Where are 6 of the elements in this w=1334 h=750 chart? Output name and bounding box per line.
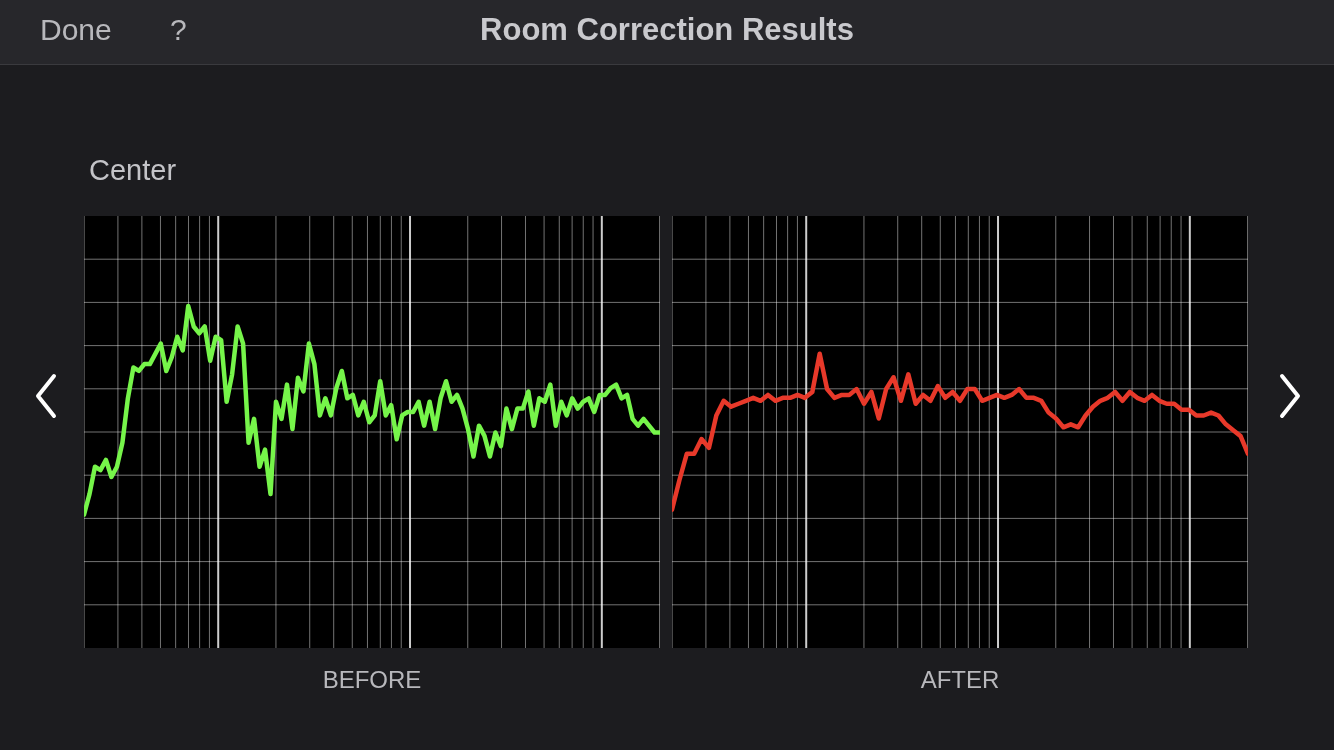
x-axis-title: BEFORE <box>321 666 423 694</box>
chart-title: Room Correction Results <box>480 12 854 47</box>
text: ? <box>170 13 187 47</box>
x-axis-title: AFTER <box>919 666 1001 694</box>
chart-subtitle: Center <box>89 154 177 187</box>
text: Done <box>40 13 112 47</box>
